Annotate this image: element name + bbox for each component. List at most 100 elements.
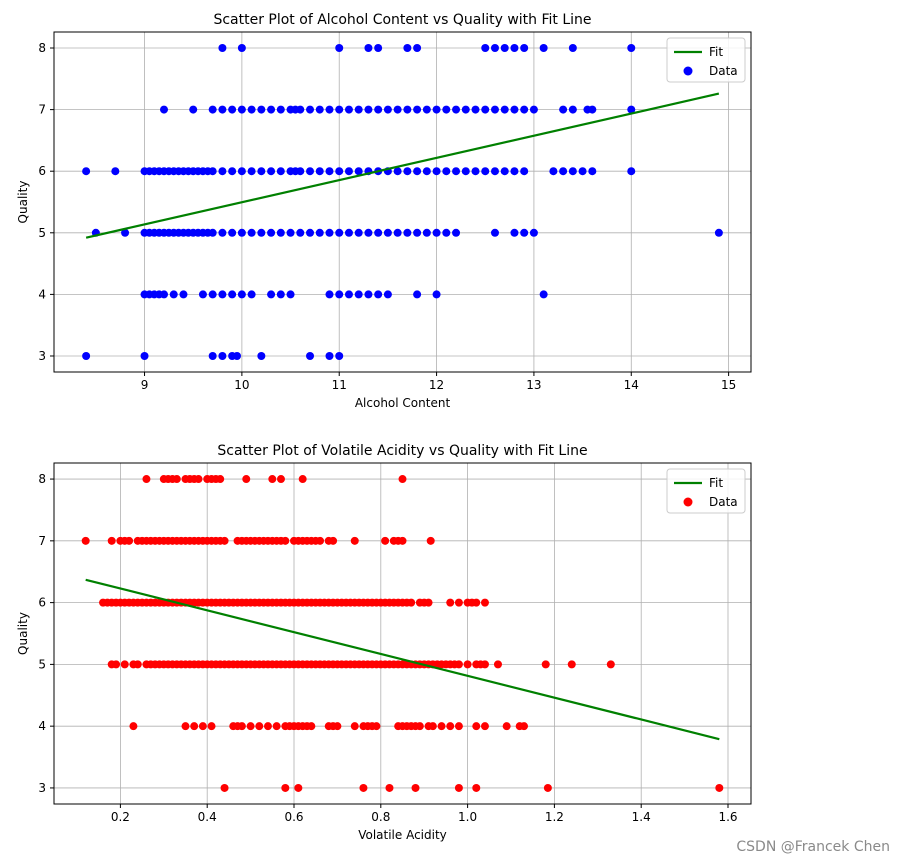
data-point (208, 351, 217, 360)
data-point (480, 722, 489, 731)
data-point (325, 167, 334, 176)
data-point (588, 167, 597, 176)
data-point (121, 228, 130, 237)
data-point (490, 167, 499, 176)
data-point (493, 660, 502, 669)
data-point (463, 660, 472, 669)
data-point (481, 167, 490, 176)
data-point (502, 722, 511, 731)
data-point (325, 105, 334, 114)
data-point (500, 167, 509, 176)
data-point (189, 105, 198, 114)
data-point (298, 475, 307, 484)
data-point (510, 44, 519, 53)
data-point (481, 105, 490, 114)
data-point (541, 660, 550, 669)
data-point (296, 228, 305, 237)
data-point (364, 228, 373, 237)
data-point (316, 536, 325, 545)
data-point (403, 228, 412, 237)
data-point (424, 598, 433, 607)
data-point (374, 290, 383, 299)
x-tick-label: 0.4 (198, 810, 217, 824)
data-point (413, 290, 422, 299)
data-point (520, 167, 529, 176)
data-point (257, 105, 266, 114)
data-point (218, 290, 227, 299)
data-point (413, 105, 422, 114)
data-point (335, 44, 344, 53)
y-axis-label: Quality (16, 612, 30, 655)
fit-line (85, 92, 720, 239)
data-point (403, 105, 412, 114)
x-tick-label: 1.2 (545, 810, 564, 824)
data-point (344, 105, 353, 114)
legend-data-label: Data (709, 64, 738, 78)
data-point (520, 228, 529, 237)
data-point (208, 105, 217, 114)
data-point (354, 167, 363, 176)
data-point (198, 722, 207, 731)
data-point (350, 722, 359, 731)
data-point (228, 105, 237, 114)
x-tick-label: 1.0 (458, 810, 477, 824)
fit-line (85, 578, 720, 741)
data-point (335, 167, 344, 176)
data-point (354, 228, 363, 237)
legend: Fit Data (666, 468, 746, 514)
data-point (255, 722, 264, 731)
data-point (627, 167, 636, 176)
x-tick-label: 9 (141, 378, 149, 392)
data-point (81, 536, 90, 545)
data-point (510, 167, 519, 176)
data-point (359, 783, 368, 792)
x-tick-label: 10 (234, 378, 249, 392)
data-point (539, 290, 548, 299)
data-point (220, 536, 229, 545)
data-point (559, 167, 568, 176)
data-point (714, 228, 723, 237)
data-point (112, 660, 121, 669)
data-point (559, 105, 568, 114)
chart-title: Scatter Plot of Volatile Acidity vs Qual… (217, 443, 587, 459)
data-point (715, 783, 724, 792)
data-point (160, 105, 169, 114)
data-point (374, 44, 383, 53)
data-point (257, 228, 266, 237)
data-point (442, 105, 451, 114)
data-point (208, 228, 217, 237)
data-point (393, 167, 402, 176)
data-point (588, 105, 597, 114)
data-point (272, 722, 281, 731)
data-point (529, 228, 538, 237)
legend-fit-label: Fit (709, 476, 723, 490)
data-point (294, 783, 303, 792)
x-axis-label: Volatile Acidity (358, 828, 447, 842)
data-point (490, 105, 499, 114)
data-point (529, 105, 538, 114)
x-tick-label: 1.6 (718, 810, 737, 824)
x-tick-label: 13 (526, 378, 541, 392)
axes-frame (53, 462, 752, 805)
data-point (452, 167, 461, 176)
data-point (354, 290, 363, 299)
data-point (325, 228, 334, 237)
y-tick-label: 7 (38, 103, 46, 117)
data-point (286, 290, 295, 299)
data-point (432, 290, 441, 299)
data-point (472, 722, 481, 731)
y-axis-label: Quality (16, 181, 30, 224)
data-point (329, 536, 338, 545)
data-point (568, 105, 577, 114)
data-point (216, 475, 225, 484)
x-tick-label: 12 (429, 378, 444, 392)
x-tick-label: 0.8 (371, 810, 390, 824)
data-point (208, 290, 217, 299)
data-point (374, 228, 383, 237)
data-point (454, 722, 463, 731)
data-point (454, 660, 463, 669)
data-point (606, 660, 615, 669)
data-point (490, 44, 499, 53)
data-point (257, 167, 266, 176)
